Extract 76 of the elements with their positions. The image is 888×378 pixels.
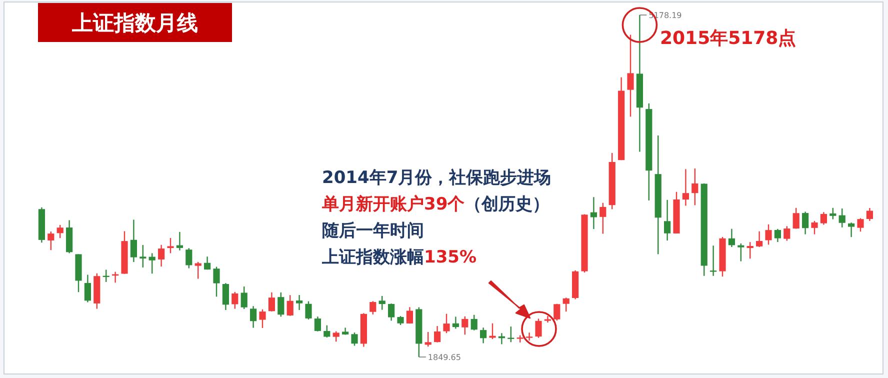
- candlestick: [489, 322, 496, 340]
- candlestick: [314, 316, 321, 332]
- candlestick: [296, 294, 303, 311]
- chart-title: 上证指数月线: [71, 11, 198, 35]
- candlestick: [250, 306, 257, 328]
- candlestick: [738, 242, 744, 262]
- candlestick: [590, 196, 597, 230]
- annotation: 1849.65: [428, 353, 461, 362]
- candlestick: [278, 292, 284, 318]
- candlestick: [167, 237, 174, 254]
- candlestick: [857, 218, 864, 232]
- candlestick: [158, 244, 165, 268]
- candlestick: [774, 228, 781, 243]
- candlestick: [756, 230, 763, 248]
- candlestick: [424, 331, 432, 348]
- annotation: （创历史）: [464, 194, 550, 214]
- candlestick: [130, 219, 137, 263]
- candlestick: [600, 202, 606, 234]
- candlestick: [746, 241, 754, 260]
- candlestick: [240, 286, 248, 310]
- candlestick: [48, 230, 54, 251]
- candlestick: [305, 300, 312, 320]
- candlestick: [56, 224, 64, 239]
- candlestick: [710, 244, 717, 276]
- candlestick: [728, 228, 735, 248]
- candlestick: [286, 294, 294, 316]
- candlestick: [848, 222, 855, 238]
- candlestick: [765, 224, 772, 246]
- candlestick: [682, 168, 689, 206]
- candlestick: [535, 318, 542, 338]
- candlestick: [194, 261, 202, 280]
- candlestick: [204, 256, 211, 270]
- candlestick: [324, 324, 330, 338]
- candlestick: [452, 316, 459, 330]
- candlestick: [148, 252, 156, 274]
- candlestick: [370, 300, 376, 316]
- candlestick: [802, 211, 809, 235]
- candlestick: [406, 306, 413, 324]
- candlestick: [259, 308, 266, 329]
- candlestick: [554, 303, 560, 322]
- candlestick: [820, 211, 827, 226]
- candlestick: [692, 168, 698, 206]
- candlestick: [562, 297, 570, 312]
- candlestick: [176, 231, 183, 252]
- candlestick: [830, 207, 836, 220]
- candlestick: [232, 291, 238, 310]
- annotation: 上证指数涨幅: [321, 248, 424, 268]
- candlestick: [434, 325, 441, 343]
- candlestick: [480, 326, 487, 344]
- candlestick: [84, 274, 91, 303]
- annotation: 135%: [424, 248, 477, 268]
- candlestick: [866, 207, 873, 222]
- candlestick: [470, 314, 478, 331]
- annotation: 2014年7月份，社保跑步进场: [322, 168, 552, 188]
- candlestick: [351, 332, 358, 346]
- candlestick: [838, 208, 846, 228]
- candlestick: [332, 330, 340, 342]
- candlestick: [792, 207, 800, 230]
- candlestick: [186, 248, 192, 269]
- candlestick: [811, 220, 818, 235]
- candlestick: [140, 244, 146, 268]
- candlestick: [378, 295, 386, 310]
- candlestick: [784, 226, 790, 242]
- candlestick: [664, 199, 671, 242]
- candlestick: [268, 292, 275, 312]
- annotation: 2015年5178点: [660, 28, 796, 49]
- annotation: 单月新开账户39个: [321, 194, 466, 214]
- candlestick: [388, 302, 395, 322]
- candlestick: [544, 315, 551, 324]
- candlestick: [222, 282, 229, 311]
- candlestick: [526, 332, 533, 342]
- annotation: 随后一年时间: [322, 221, 424, 241]
- candlestick: [443, 313, 450, 334]
- candlestick: [462, 316, 468, 336]
- candlestick: [627, 34, 634, 118]
- candlestick: [213, 266, 220, 298]
